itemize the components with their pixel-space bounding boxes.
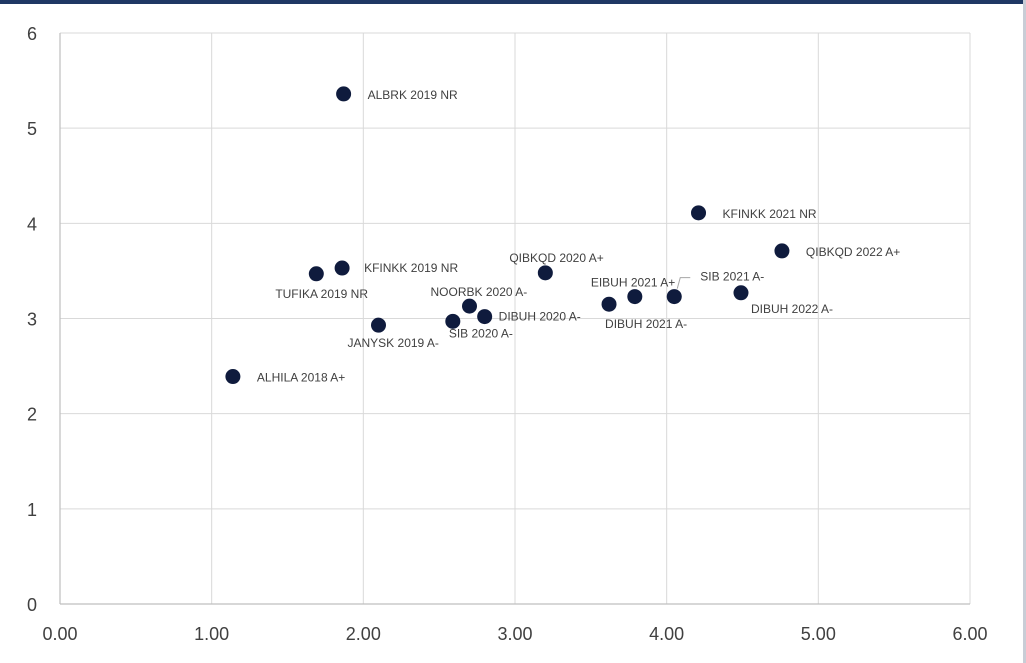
data-point [336, 86, 352, 102]
data-label: DIBUH 2022 A- [751, 302, 833, 316]
x-tick-label: 6.00 [952, 624, 987, 644]
data-point [462, 298, 477, 314]
data-label: DIBUH 2020 A- [499, 310, 581, 324]
y-tick-label: 2 [27, 405, 37, 425]
data-label: QIBKQD 2022 A+ [806, 245, 900, 259]
data-point [666, 289, 682, 305]
data-point [225, 369, 241, 385]
y-tick-label: 6 [27, 24, 37, 44]
y-tick-label: 1 [27, 500, 37, 520]
data-point [308, 266, 324, 282]
leader-line [676, 277, 691, 289]
top-border [0, 0, 1026, 4]
data-point [691, 205, 707, 221]
data-point [733, 285, 749, 301]
y-tick-label: 3 [27, 310, 37, 330]
data-labels: ALBRK 2019 NR KFINKK 2021 NR QIBKQD 2022 A… [257, 88, 900, 385]
data-point [334, 260, 350, 276]
data-label: ALHILA 2018 A+ [257, 371, 345, 385]
data-label: KFINKK 2021 NR [723, 207, 817, 221]
data-label: QIBKQD 2020 A+ [509, 251, 603, 265]
x-tick-label: 5.00 [801, 624, 836, 644]
gridlines [60, 32, 971, 604]
x-tick-label: 0.00 [42, 624, 77, 644]
data-label: SIB 2021 A- [700, 270, 764, 284]
axes [59, 33, 970, 605]
y-tick-labels: 0 1 2 3 4 5 6 [27, 24, 37, 615]
x-tick-label: 4.00 [649, 624, 684, 644]
data-label: KFINKK 2019 NR [364, 261, 458, 275]
data-label: SIB 2020 A- [449, 326, 513, 340]
data-label: JANYSK 2019 A- [348, 336, 439, 350]
y-tick-label: 5 [27, 119, 37, 139]
data-points [225, 86, 790, 385]
data-point [627, 289, 643, 305]
data-label: DIBUH 2021 A- [605, 317, 687, 331]
leader-lines [676, 277, 691, 289]
data-label: NOORBK 2020 A- [431, 285, 528, 299]
data-point [601, 296, 617, 312]
y-tick-label: 4 [27, 214, 37, 234]
x-tick-labels: 0.00 1.00 2.00 3.00 4.00 5.00 6.00 [42, 624, 987, 644]
data-point [774, 243, 790, 259]
data-label: TUFIKA 2019 NR [275, 287, 368, 301]
data-point [477, 309, 493, 325]
data-label: ALBRK 2019 NR [368, 88, 458, 102]
y-tick-label: 0 [27, 595, 37, 615]
data-point [445, 313, 461, 329]
data-point [371, 317, 386, 333]
x-tick-label: 3.00 [497, 624, 532, 644]
x-tick-label: 1.00 [194, 624, 229, 644]
data-label: EIBUH 2021 A+ [591, 276, 675, 290]
data-point [537, 265, 553, 281]
right-border [1023, 0, 1026, 663]
x-tick-label: 2.00 [346, 624, 381, 644]
